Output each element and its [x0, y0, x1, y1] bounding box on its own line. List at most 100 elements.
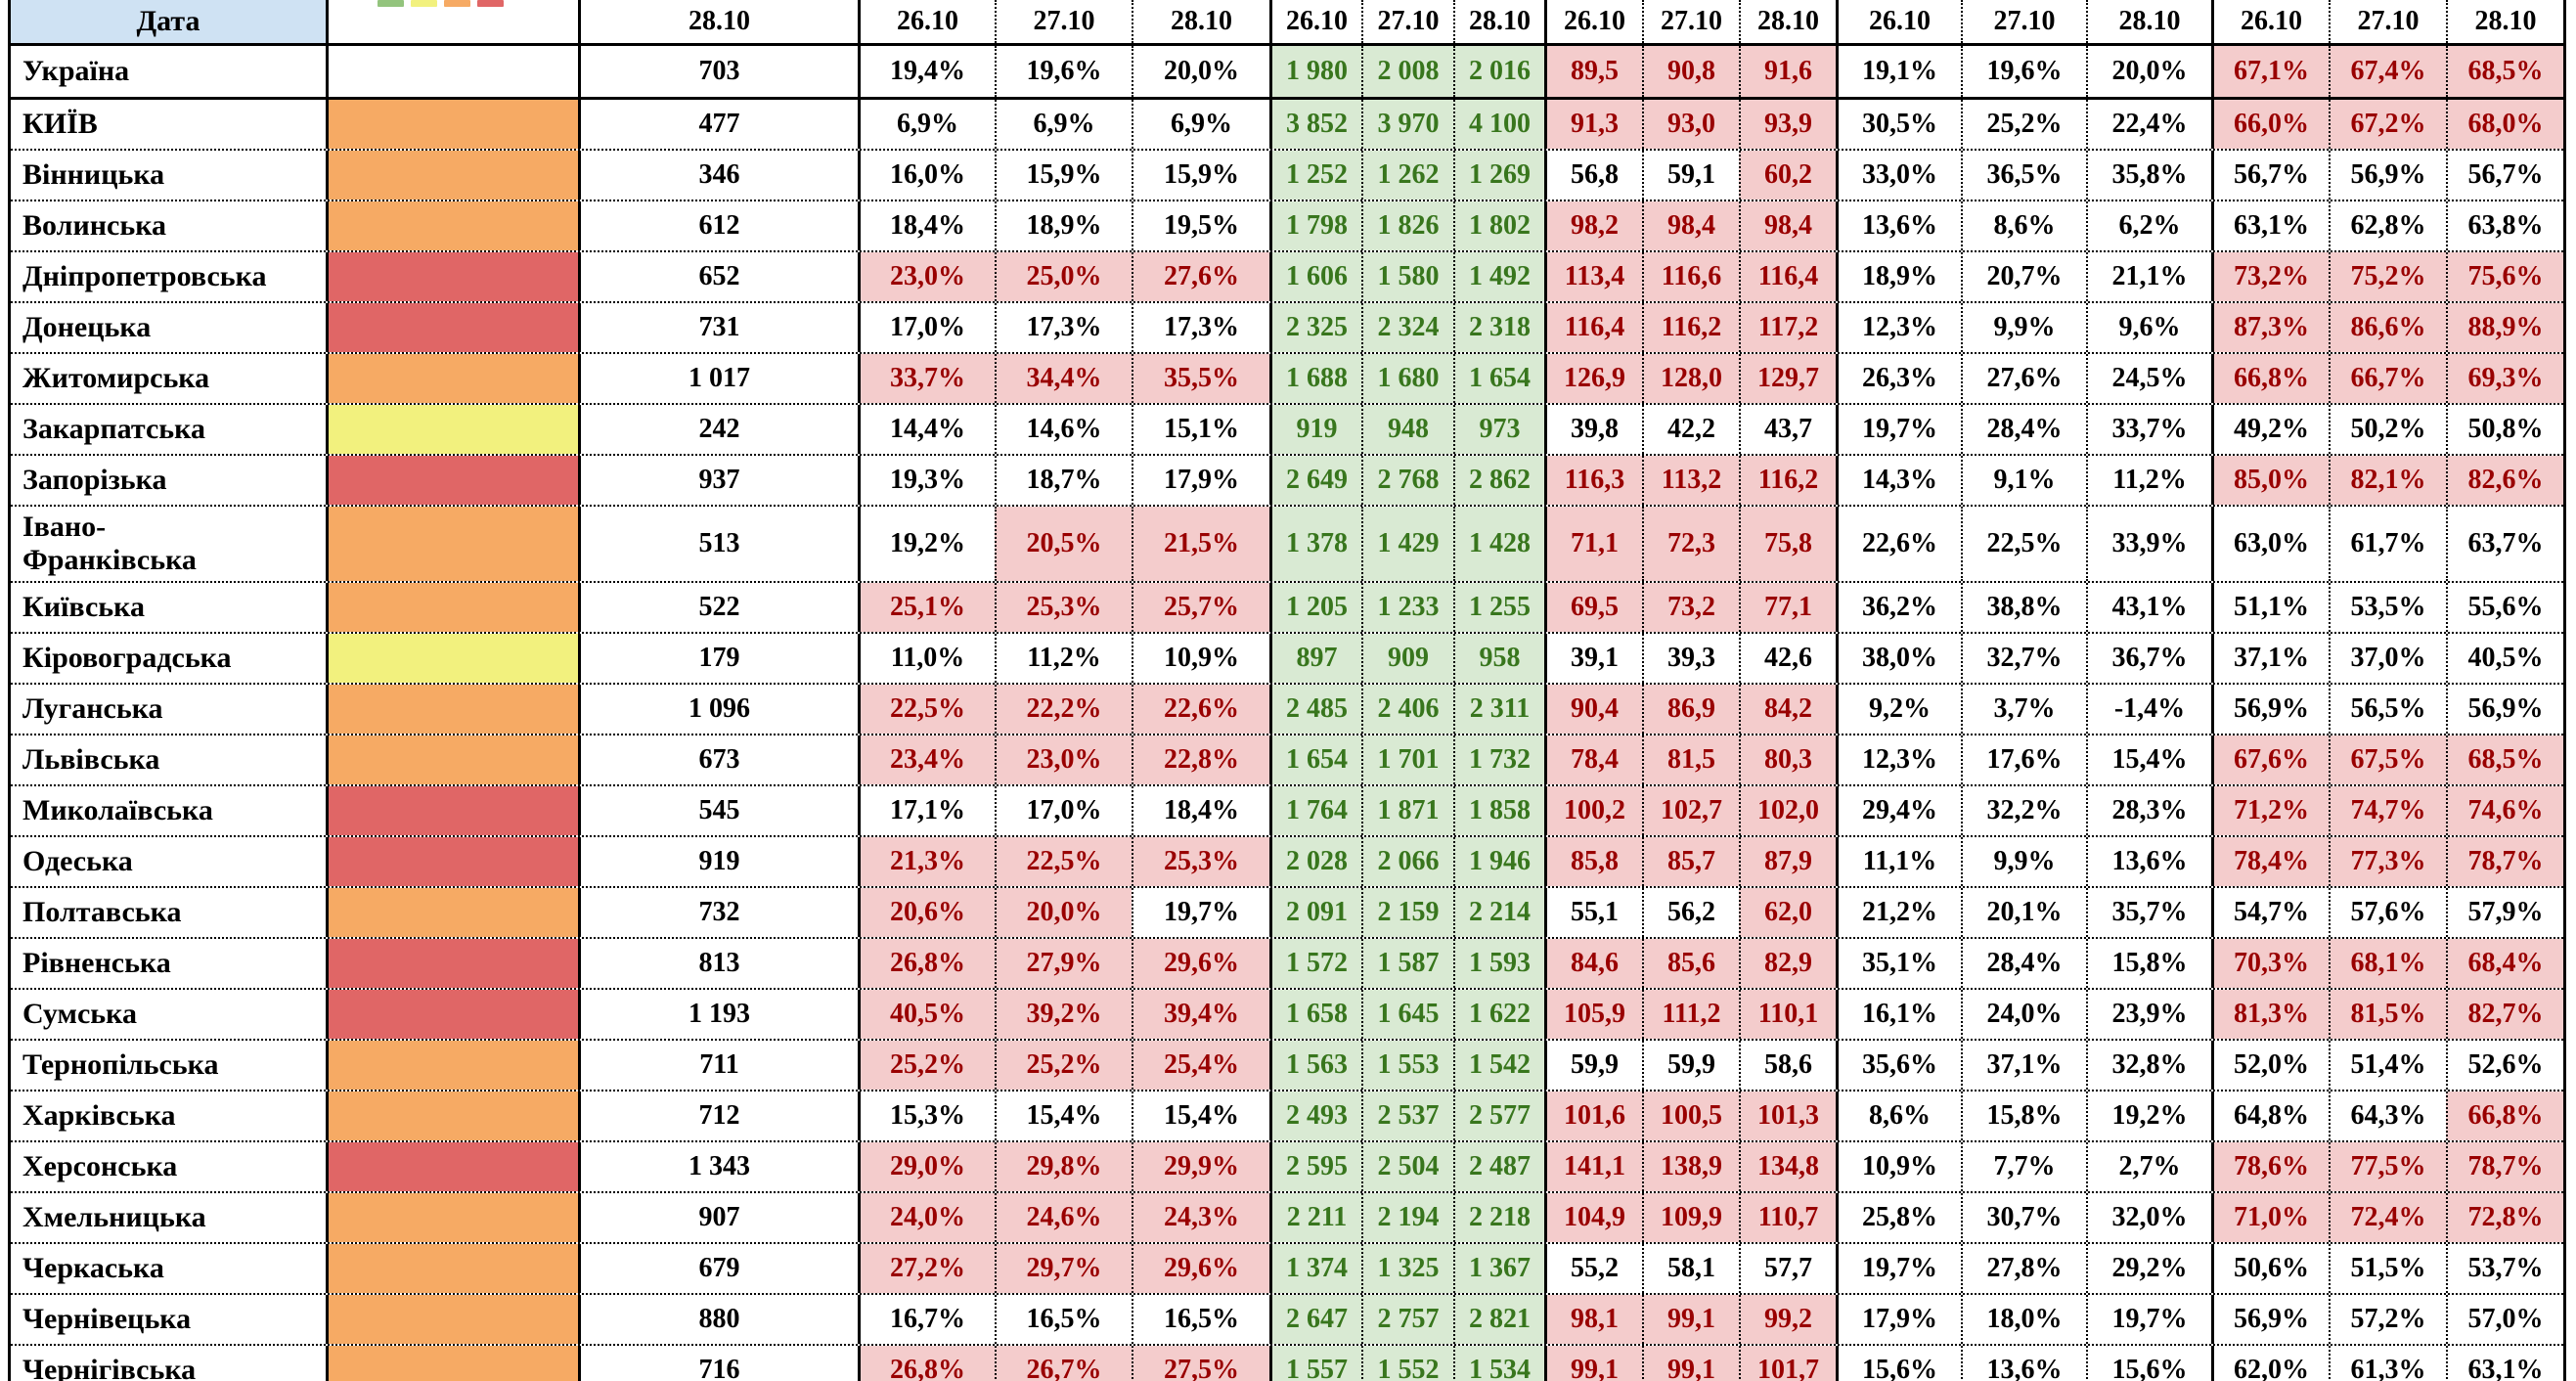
header-date-cell[interactable]: 26.10 [858, 0, 995, 43]
value-cell[interactable]: 93,9 [1739, 100, 1836, 149]
header-date-cell[interactable]: 27.10 [2329, 0, 2446, 43]
value-cell[interactable]: 35,8% [2086, 151, 2211, 200]
value-cell[interactable]: 1 798 [1269, 201, 1361, 250]
header-date-cell[interactable]: 26.10 [1269, 0, 1361, 43]
region-status-color-cell[interactable] [326, 1041, 578, 1090]
value-cell[interactable]: 1 732 [1453, 735, 1544, 784]
value-cell[interactable]: 3 852 [1269, 100, 1361, 149]
value-cell[interactable]: 2 757 [1361, 1295, 1453, 1344]
value-cell[interactable]: 81,5 [1642, 735, 1739, 784]
value-cell[interactable]: 37,0% [2329, 634, 2446, 683]
value-cell[interactable]: 1 492 [1453, 252, 1544, 301]
value-cell[interactable]: 43,1% [2086, 583, 2211, 632]
value-cell[interactable]: 71,0% [2211, 1193, 2329, 1242]
value-cell[interactable]: 731 [578, 303, 858, 352]
value-cell[interactable]: 98,4 [1642, 201, 1739, 250]
value-cell[interactable]: 35,7% [2086, 888, 2211, 937]
header-date-cell[interactable]: 26.10 [1544, 0, 1642, 43]
value-cell[interactable]: 71,1 [1544, 507, 1642, 581]
value-cell[interactable]: 2 485 [1269, 685, 1361, 734]
value-cell[interactable]: 1 343 [578, 1142, 858, 1191]
value-cell[interactable]: 25,4% [1132, 1041, 1269, 1090]
region-status-color-cell[interactable] [326, 1091, 578, 1140]
value-cell[interactable]: 99,1 [1642, 1346, 1739, 1381]
value-cell[interactable]: 56,7% [2446, 151, 2563, 200]
value-cell[interactable]: 673 [578, 735, 858, 784]
value-cell[interactable]: 28,3% [2086, 786, 2211, 835]
value-cell[interactable]: 21,3% [858, 837, 995, 886]
value-cell[interactable]: 9,9% [1961, 837, 2086, 886]
value-cell[interactable]: 8,6% [1836, 1091, 1961, 1140]
value-cell[interactable]: 64,3% [2329, 1091, 2446, 1140]
value-cell[interactable]: 33,9% [2086, 507, 2211, 581]
value-cell[interactable]: 62,8% [2329, 201, 2446, 250]
value-cell[interactable]: 29,0% [858, 1142, 995, 1191]
value-cell[interactable]: 36,2% [1836, 583, 1961, 632]
value-cell[interactable]: 716 [578, 1346, 858, 1381]
value-cell[interactable]: 20,1% [1961, 888, 2086, 937]
value-cell[interactable]: 513 [578, 507, 858, 581]
value-cell[interactable]: 56,9% [2211, 1295, 2329, 1344]
value-cell[interactable]: 2 537 [1361, 1091, 1453, 1140]
region-status-color-cell[interactable] [326, 786, 578, 835]
value-cell[interactable]: 75,6% [2446, 252, 2563, 301]
value-cell[interactable]: 2 406 [1361, 685, 1453, 734]
value-cell[interactable]: 57,2% [2329, 1295, 2446, 1344]
value-cell[interactable]: 54,7% [2211, 888, 2329, 937]
value-cell[interactable]: 39,2% [995, 990, 1132, 1039]
region-name-cell[interactable]: Івано- Франківська [11, 507, 326, 581]
value-cell[interactable]: 69,3% [2446, 354, 2563, 403]
value-cell[interactable]: 38,0% [1836, 634, 1961, 683]
value-cell[interactable]: 19,7% [2086, 1295, 2211, 1344]
value-cell[interactable]: 17,0% [858, 303, 995, 352]
value-cell[interactable]: 116,2 [1739, 456, 1836, 505]
value-cell[interactable]: 33,7% [858, 354, 995, 403]
value-cell[interactable]: 19,3% [858, 456, 995, 505]
value-cell[interactable]: 24,0% [858, 1193, 995, 1242]
value-cell[interactable]: 11,1% [1836, 837, 1961, 886]
value-cell[interactable]: 21,1% [2086, 252, 2211, 301]
region-status-color-cell[interactable] [326, 939, 578, 988]
value-cell[interactable]: 23,0% [858, 252, 995, 301]
header-date-cell[interactable]: 27.10 [1642, 0, 1739, 43]
value-cell[interactable]: 1 654 [1269, 735, 1361, 784]
value-cell[interactable]: 29,8% [995, 1142, 1132, 1191]
value-cell[interactable]: 4 100 [1453, 100, 1544, 149]
value-cell[interactable]: 1 593 [1453, 939, 1544, 988]
value-cell[interactable]: 1 572 [1269, 939, 1361, 988]
value-cell[interactable]: 22,8% [1132, 735, 1269, 784]
value-cell[interactable]: 1 193 [578, 990, 858, 1039]
value-cell[interactable]: 68,5% [2446, 735, 2563, 784]
value-cell[interactable]: 59,1 [1642, 151, 1739, 200]
value-cell[interactable]: 14,3% [1836, 456, 1961, 505]
value-cell[interactable]: 973 [1453, 405, 1544, 454]
value-cell[interactable]: 16,7% [858, 1295, 995, 1344]
value-cell[interactable]: 17,9% [1836, 1295, 1961, 1344]
value-cell[interactable]: 33,0% [1836, 151, 1961, 200]
value-cell[interactable]: 86,9 [1642, 685, 1739, 734]
value-cell[interactable]: 85,7 [1642, 837, 1739, 886]
value-cell[interactable]: 30,5% [1836, 100, 1961, 149]
value-cell[interactable]: 1 374 [1269, 1244, 1361, 1293]
region-name-cell[interactable]: Полтавська [22, 896, 182, 928]
value-cell[interactable]: 17,9% [1132, 456, 1269, 505]
value-cell[interactable]: 74,7% [2329, 786, 2446, 835]
value-cell[interactable]: 36,5% [1961, 151, 2086, 200]
value-cell[interactable]: 82,1% [2329, 456, 2446, 505]
region-status-color-cell[interactable] [326, 201, 578, 250]
value-cell[interactable]: 1 622 [1453, 990, 1544, 1039]
value-cell[interactable]: 9,6% [2086, 303, 2211, 352]
value-cell[interactable]: 2 311 [1453, 685, 1544, 734]
value-cell[interactable]: 22,5% [995, 837, 1132, 886]
region-status-color-cell[interactable] [326, 46, 578, 97]
value-cell[interactable]: 67,1% [2211, 46, 2329, 97]
value-cell[interactable]: 20,0% [995, 888, 1132, 937]
value-cell[interactable]: 59,9 [1544, 1041, 1642, 1090]
value-cell[interactable]: 60,2 [1739, 151, 1836, 200]
value-cell[interactable]: 11,2% [995, 634, 1132, 683]
value-cell[interactable]: 51,4% [2329, 1041, 2446, 1090]
region-name-cell[interactable]: Вінницька [22, 158, 165, 191]
value-cell[interactable]: 6,9% [995, 100, 1132, 149]
value-cell[interactable]: 1 269 [1453, 151, 1544, 200]
value-cell[interactable]: 813 [578, 939, 858, 988]
